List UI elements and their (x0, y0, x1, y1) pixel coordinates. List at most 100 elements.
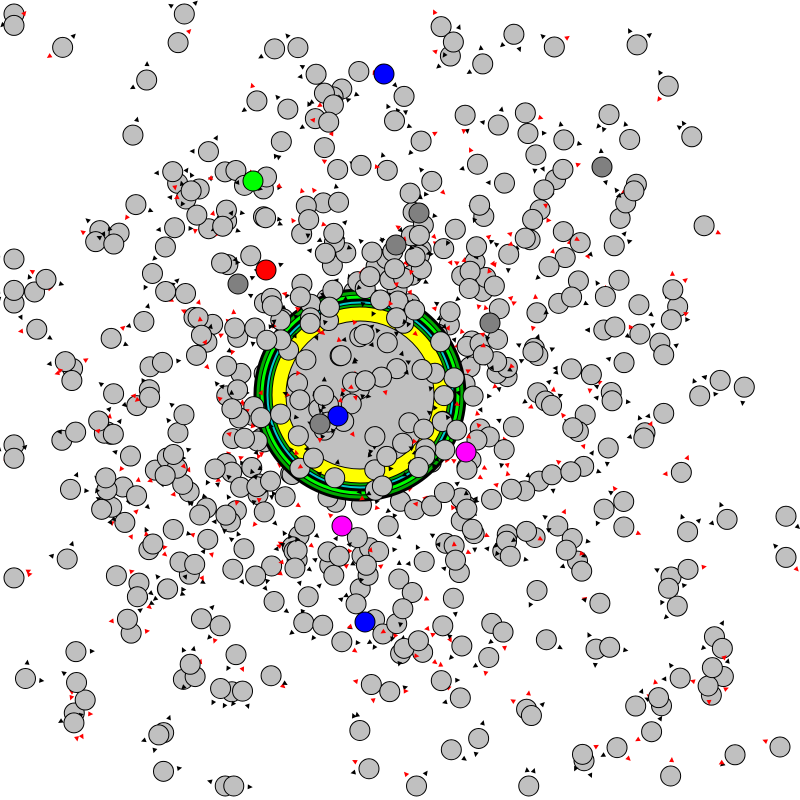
graph-node (525, 144, 547, 174)
edge-arrowhead (405, 561, 411, 566)
edge-arrowhead (561, 412, 567, 419)
edge-arrowhead (380, 152, 386, 158)
edge-arrowhead (149, 600, 155, 605)
edge-arrowhead (574, 765, 579, 772)
edge-arrowhead (436, 63, 442, 69)
edge-arrowhead (133, 509, 139, 515)
edge-arrowhead (239, 210, 246, 216)
edge-arrowhead (488, 638, 494, 644)
graph-node (468, 720, 490, 758)
graph-node (462, 385, 493, 413)
edge-arrowhead (409, 245, 415, 251)
edge-arrowhead (431, 306, 437, 312)
edge-arrowhead (494, 550, 501, 557)
graph-node (152, 236, 176, 261)
edge-arrowhead (100, 231, 106, 237)
graph-node (108, 608, 143, 630)
edge-arrowhead (432, 213, 438, 218)
graph-node (535, 629, 563, 651)
edge-arrowhead (352, 319, 358, 326)
edge-arrowhead (353, 91, 360, 97)
edge-arrowhead (450, 504, 456, 511)
edge-arrowhead (275, 94, 281, 101)
graph-node (100, 325, 129, 349)
edge-arrowhead (382, 390, 388, 396)
graph-node (775, 505, 800, 529)
edge-arrowhead (715, 229, 722, 235)
edge-arrowhead (525, 690, 531, 696)
edge-arrowhead (447, 637, 452, 643)
edge-arrowhead (646, 32, 652, 39)
graph-node (141, 262, 163, 291)
edge-arrowhead (46, 361, 52, 367)
graph-node (162, 518, 192, 540)
graph-node (210, 678, 232, 706)
edge-arrowhead (346, 623, 353, 629)
edge-arrowhead (17, 328, 24, 334)
edge-arrowhead (218, 333, 224, 339)
edge-arrowhead (507, 295, 514, 302)
edge-arrowhead (123, 341, 129, 347)
graph-node (350, 758, 380, 780)
edge-arrowhead (27, 572, 33, 578)
edge-arrowhead (360, 394, 366, 400)
edge-arrowhead (129, 84, 136, 90)
edge-arrowhead (234, 179, 240, 185)
edge-arrowhead (428, 386, 434, 392)
graph-node (112, 445, 141, 472)
edge-arrowhead (628, 28, 633, 34)
edge-arrowhead (663, 614, 670, 620)
edge-arrowhead (555, 459, 562, 465)
graph-node (676, 120, 703, 148)
edge-arrowhead (271, 491, 278, 497)
edge-arrowhead (343, 563, 349, 569)
graph-node (299, 312, 326, 341)
edge-arrowhead (257, 465, 263, 471)
edge-arrowhead (479, 120, 485, 125)
graph-node (662, 454, 692, 483)
edge-arrowhead (306, 566, 313, 572)
graph-node (225, 644, 247, 672)
edge-arrowhead (397, 226, 403, 233)
edge-arrowhead (226, 432, 232, 437)
edge-arrowhead (181, 684, 187, 690)
edge-arrowhead (506, 231, 513, 237)
edge-arrowhead (692, 378, 698, 384)
graph-node (701, 369, 731, 391)
graph-node (17, 318, 53, 340)
graph-node (298, 209, 327, 239)
edge-arrowhead (85, 218, 91, 224)
edge-arrowhead (518, 359, 525, 364)
graph-node (331, 631, 361, 653)
edge-arrowhead (380, 628, 387, 634)
edge-arrowhead (134, 396, 141, 402)
edge-arrowhead (653, 679, 659, 685)
edge-arrowhead (773, 543, 779, 549)
graph-node (605, 352, 635, 374)
edge-arrowhead (342, 220, 348, 226)
edge-arrowhead (173, 194, 180, 200)
graph-node (596, 104, 620, 133)
edge-arrowhead (549, 248, 555, 254)
graph-node (328, 183, 350, 213)
graph-node (365, 475, 393, 497)
edge-arrowhead (367, 546, 373, 553)
edge-arrowhead (22, 444, 28, 451)
edge-arrowhead (251, 499, 257, 506)
edge-arrowhead (124, 214, 130, 221)
graph-node (445, 541, 467, 571)
edge-arrowhead (279, 542, 286, 548)
graph-node (626, 28, 652, 56)
edge-arrowhead (222, 702, 228, 709)
edge-arrowhead (422, 770, 428, 777)
edge-arrowhead (456, 24, 461, 30)
edge-arrowhead (189, 148, 195, 154)
edge-arrowhead (392, 547, 398, 553)
edge-arrowhead (336, 336, 342, 343)
edge-arrowhead (429, 533, 436, 539)
graph-node (708, 501, 738, 530)
edge-arrowhead (152, 595, 159, 601)
edge-arrowhead (485, 234, 492, 240)
graph-node (496, 416, 524, 443)
